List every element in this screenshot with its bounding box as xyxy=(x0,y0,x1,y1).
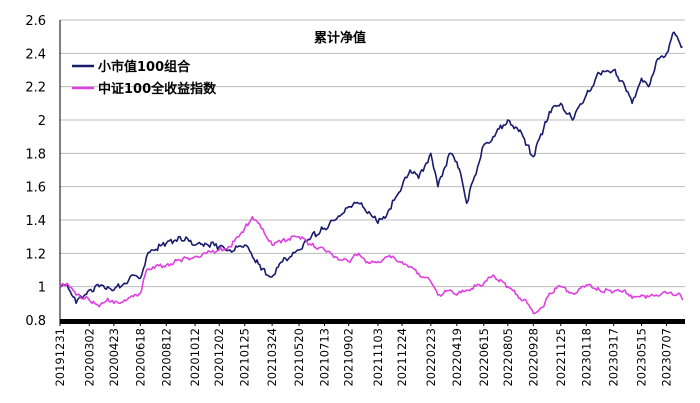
x-tick-label: 20221125 xyxy=(554,328,568,387)
chart-title: 累计净值 xyxy=(314,30,366,46)
y-tick-label: 1.6 xyxy=(25,181,46,196)
x-tick-label: 20200302 xyxy=(82,328,96,387)
x-tick-label: 20210713 xyxy=(318,328,332,387)
y-tick-label: 1.8 xyxy=(25,147,46,162)
x-tick-label: 20220928 xyxy=(526,328,540,387)
x-axis: 20191231 20200302 20200423 20200618 20200812… xyxy=(53,319,685,387)
x-tick-label: 20230317 xyxy=(607,328,621,387)
y-tick-label: 2.6 xyxy=(25,14,46,29)
x-tick-label: 20210125 xyxy=(238,328,252,387)
legend-label: 小市值100组合 xyxy=(98,59,191,75)
x-tick-label: 20220615 xyxy=(477,328,491,387)
x-tick-label: 20220805 xyxy=(501,328,515,387)
x-tick-label: 20200423 xyxy=(107,328,121,387)
x-tick-label: 20220223 xyxy=(424,328,438,387)
series-line-2 xyxy=(59,215,684,315)
y-tick-label: 1.4 xyxy=(25,214,46,229)
x-tick-label: 20201202 xyxy=(212,328,226,387)
x-tick-label: 20210520 xyxy=(292,328,306,387)
series-line-1 xyxy=(59,31,683,305)
grid-lines xyxy=(60,19,685,288)
y-tick-label: 1 xyxy=(38,281,46,296)
legend-label: 中证100全收益指数 xyxy=(98,81,217,97)
x-axis-line xyxy=(60,319,685,324)
y-axis: 0.8 1 1.2 1.4 1.6 1.8 2 2.2 2.4 2.6 xyxy=(25,14,61,329)
x-tick-label: 20230118 xyxy=(579,328,593,387)
series-layer xyxy=(59,31,684,315)
x-tick-label: 20220419 xyxy=(450,328,464,387)
x-tick-label: 20201012 xyxy=(188,328,202,387)
y-tick-label: 2.4 xyxy=(25,47,46,62)
y-tick-label: 2.2 xyxy=(25,81,46,96)
x-tick-label: 20210324 xyxy=(265,328,279,387)
x-tick-label: 20191231 xyxy=(53,328,67,387)
y-tick-label: 0.8 xyxy=(25,314,46,329)
x-tick-label: 20211224 xyxy=(395,328,409,387)
x-tick-label: 20200812 xyxy=(159,328,173,387)
x-tick-label: 20210902 xyxy=(342,328,356,387)
x-tick-label: 20230515 xyxy=(635,328,649,387)
y-tick-label: 1.2 xyxy=(25,247,46,262)
x-tick-label: 20230707 xyxy=(660,328,674,387)
y-tick-label: 2 xyxy=(38,114,46,129)
x-tick-label: 20211103 xyxy=(371,328,385,387)
x-tick-label: 20200618 xyxy=(133,328,147,387)
